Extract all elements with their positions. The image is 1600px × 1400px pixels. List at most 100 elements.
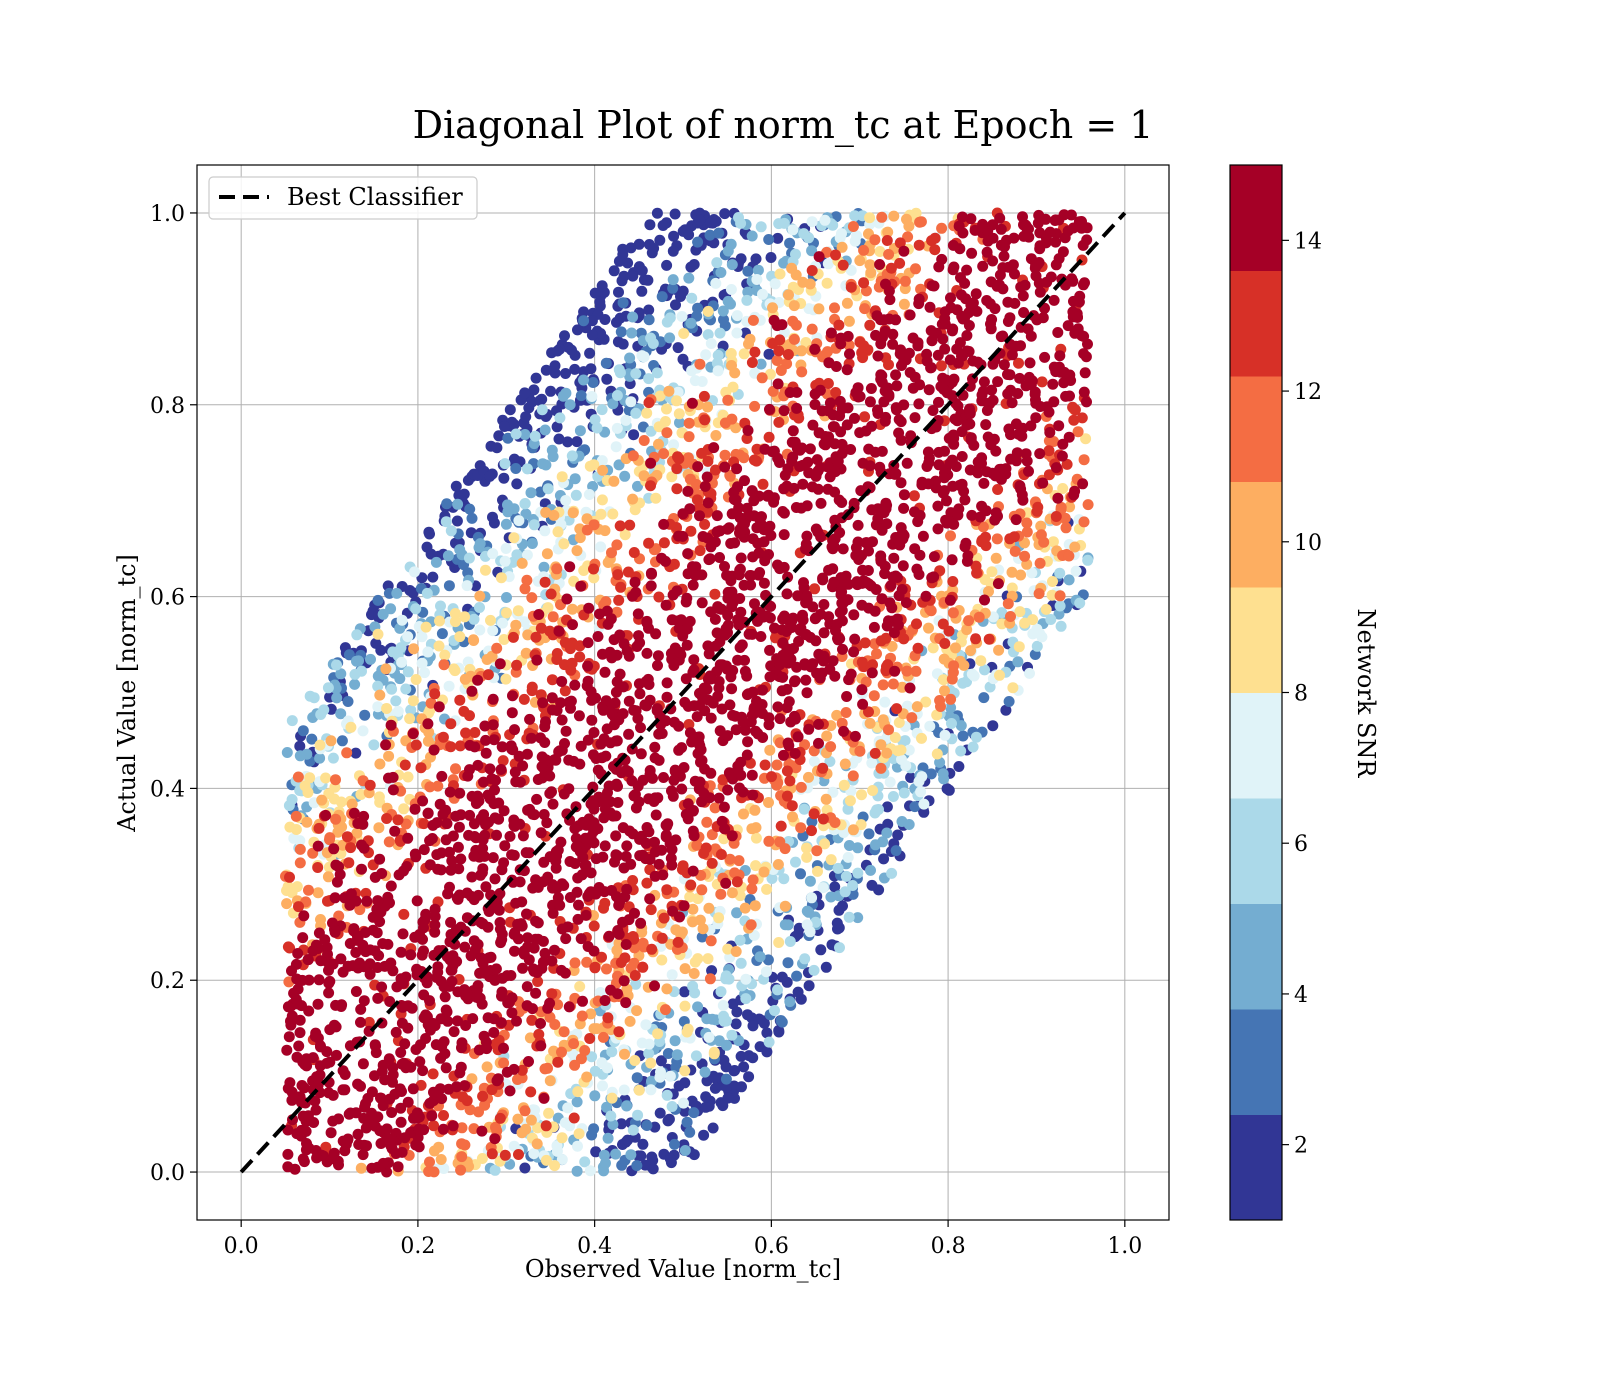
scatter-point: [415, 762, 427, 774]
scatter-point: [1037, 477, 1049, 489]
scatter-point: [878, 853, 890, 865]
scatter-point: [1023, 465, 1034, 477]
scatter-point: [597, 1031, 609, 1043]
scatter-point: [380, 663, 392, 675]
scatter-point: [1024, 667, 1035, 679]
scatter-point: [776, 971, 788, 983]
scatter-point: [825, 741, 837, 753]
scatter-point: [596, 951, 607, 963]
scatter-point: [624, 1015, 636, 1027]
scatter-point: [923, 384, 935, 396]
scatter-point: [825, 327, 837, 339]
scatter-point: [282, 1148, 294, 1160]
scatter-point: [809, 613, 821, 625]
scatter-point: [439, 991, 451, 1003]
scatter-point: [720, 660, 732, 672]
scatter-point: [411, 895, 423, 907]
scatter-point: [795, 868, 806, 880]
scatter-point: [473, 1106, 484, 1118]
scatter-point: [788, 300, 800, 312]
scatter-point: [470, 832, 482, 844]
scatter-point: [792, 986, 804, 998]
scatter-point: [349, 668, 361, 680]
scatter-point: [509, 724, 520, 736]
scatter-point: [633, 630, 644, 642]
scatter-point: [597, 464, 609, 476]
scatter-point: [615, 581, 627, 593]
scatter-point: [484, 470, 496, 482]
scatter-point: [730, 724, 742, 736]
scatter-point: [717, 305, 729, 317]
scatter-point: [801, 530, 813, 542]
scatter-point: [725, 575, 737, 587]
scatter-point: [778, 529, 790, 541]
scatter-point: [621, 1100, 633, 1112]
scatter-point: [519, 429, 531, 440]
scatter-point: [566, 450, 578, 462]
scatter-point: [501, 970, 513, 982]
scatter-point: [671, 395, 682, 407]
scatter-point: [771, 779, 783, 791]
scatter-point: [683, 431, 695, 443]
scatter-point: [619, 470, 631, 482]
scatter-point: [671, 585, 683, 597]
scatter-point: [817, 762, 829, 774]
scatter-point: [948, 660, 960, 672]
scatter-point: [293, 1040, 305, 1052]
scatter-point: [954, 479, 966, 491]
scatter-point: [517, 760, 529, 772]
scatter-point: [482, 669, 494, 681]
scatter-point: [544, 788, 556, 799]
scatter-point: [1032, 259, 1044, 270]
scatter-point: [478, 809, 490, 821]
scatter-point: [868, 621, 880, 633]
scatter-point: [839, 886, 851, 898]
scatter-point: [898, 787, 910, 799]
scatter-point: [397, 1001, 409, 1013]
scatter-point: [911, 563, 923, 575]
scatter-point: [710, 277, 722, 289]
scatter-point: [471, 991, 483, 1003]
scatter-point: [508, 820, 520, 832]
scatter-point: [435, 1154, 447, 1165]
scatter-point: [806, 323, 818, 335]
scatter-point: [394, 673, 406, 685]
scatter-point: [742, 265, 754, 277]
scatter-point: [281, 898, 293, 910]
scatter-point: [601, 373, 613, 385]
scatter-point: [588, 563, 599, 575]
scatter-point: [311, 1152, 323, 1164]
scatter-point: [1003, 696, 1015, 707]
scatter-point: [705, 338, 717, 349]
scatter-point: [953, 220, 965, 232]
scatter-point: [782, 919, 794, 931]
scatter-point: [525, 1086, 537, 1098]
scatter-point: [512, 1113, 524, 1125]
scatter-point: [977, 521, 989, 533]
scatter-point: [364, 779, 376, 791]
scatter-point: [419, 667, 430, 679]
scatter-point: [1043, 445, 1055, 457]
scatter-point: [864, 212, 876, 224]
scatter-point: [840, 870, 852, 882]
scatter-point: [618, 975, 630, 987]
scatter-point: [687, 980, 699, 992]
scatter-point: [980, 531, 991, 543]
scatter-point: [455, 1164, 467, 1176]
scatter-point: [520, 411, 532, 423]
scatter-point: [1054, 350, 1066, 362]
scatter-point: [772, 378, 784, 390]
scatter-point: [845, 264, 857, 276]
scatter-point: [617, 338, 629, 350]
scatter-point: [980, 540, 992, 552]
scatter-point: [905, 772, 917, 783]
scatter-point: [700, 349, 712, 361]
scatter-point: [871, 804, 883, 816]
scatter-point: [679, 1105, 691, 1117]
scatter-point: [864, 319, 876, 331]
scatter-point: [918, 798, 930, 810]
scatter-point: [674, 911, 685, 923]
scatter-point: [572, 1140, 583, 1152]
scatter-point: [1056, 450, 1068, 462]
scatter-point: [551, 563, 563, 575]
